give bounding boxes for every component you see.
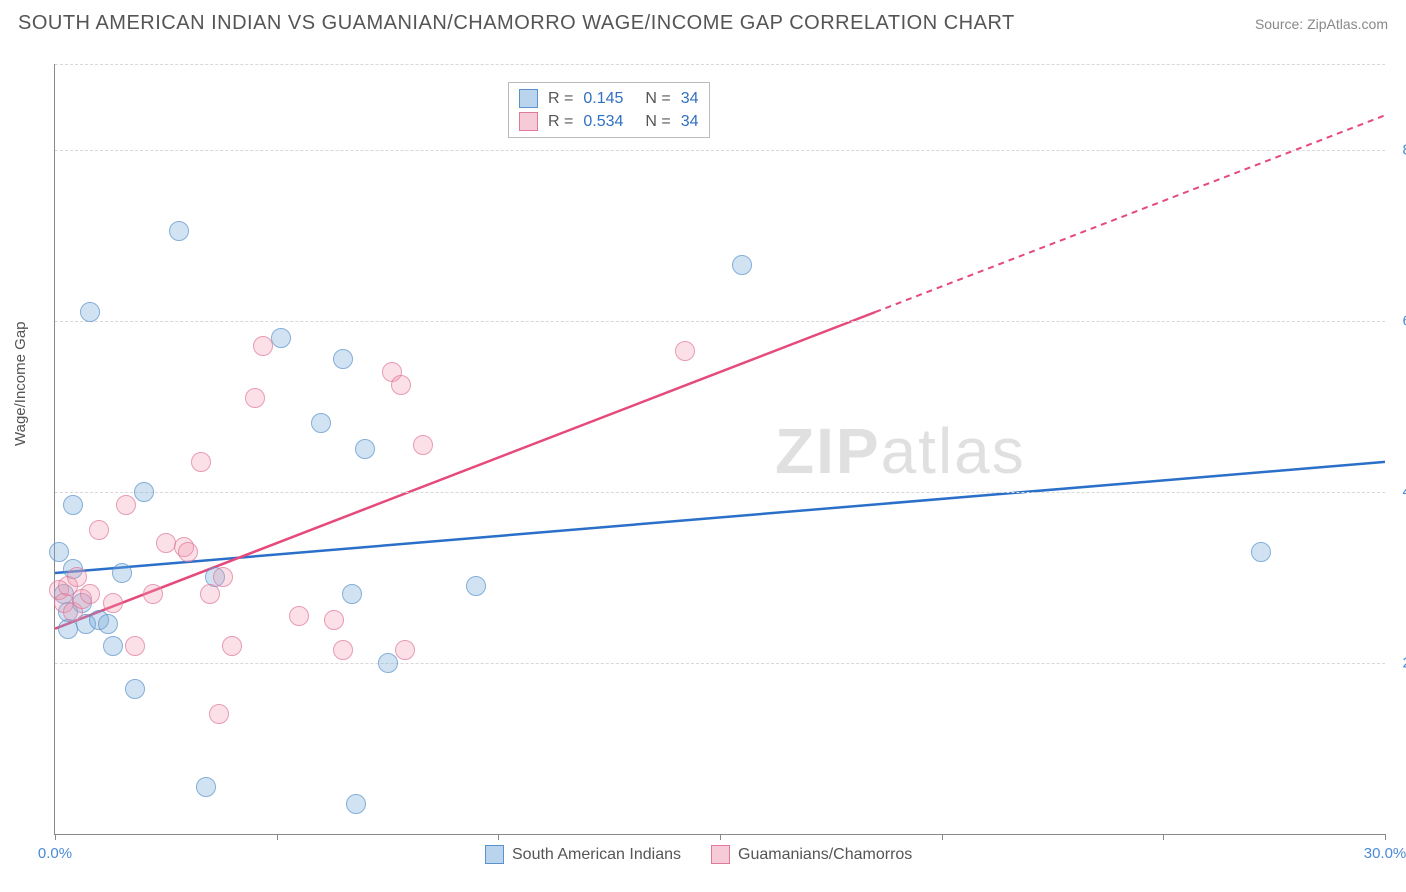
n-label: N =	[645, 113, 670, 131]
scatter-point	[333, 349, 353, 369]
x-tick-label: 0.0%	[38, 845, 72, 862]
regression-line	[55, 462, 1385, 573]
gridline-h	[55, 492, 1385, 493]
scatter-point	[732, 255, 752, 275]
swatch-blue	[519, 89, 538, 108]
scatter-point	[675, 341, 695, 361]
scatter-point	[378, 653, 398, 673]
scatter-point	[395, 640, 415, 660]
r-label: R =	[548, 113, 573, 131]
scatter-point	[209, 704, 229, 724]
scatter-point	[103, 636, 123, 656]
n-label: N =	[645, 90, 670, 108]
y-tick-label: 40.0%	[1390, 483, 1406, 500]
scatter-point	[311, 413, 331, 433]
watermark: ZIPatlas	[775, 414, 1026, 488]
x-tick	[1163, 834, 1164, 840]
swatch-blue	[485, 845, 504, 864]
scatter-point	[413, 435, 433, 455]
scatter-point	[67, 567, 87, 587]
scatter-point	[466, 576, 486, 596]
scatter-point	[191, 452, 211, 472]
corr-row-series-1: R = 0.534 N = 34	[519, 110, 699, 133]
gridline-h	[55, 663, 1385, 664]
gridline-h	[55, 150, 1385, 151]
gridline-h	[55, 64, 1385, 65]
scatter-point	[355, 439, 375, 459]
legend-bottom: South American Indians Guamanians/Chamor…	[485, 845, 912, 864]
x-tick	[942, 834, 943, 840]
scatter-point	[196, 777, 216, 797]
scatter-point	[89, 520, 109, 540]
source-attribution: Source: ZipAtlas.com	[1255, 16, 1388, 32]
scatter-point	[245, 388, 265, 408]
r-value-0: 0.145	[583, 90, 623, 108]
scatter-point	[213, 567, 233, 587]
scatter-point	[253, 336, 273, 356]
corr-row-series-0: R = 0.145 N = 34	[519, 87, 699, 110]
scatter-point	[98, 614, 118, 634]
r-label: R =	[548, 90, 573, 108]
y-tick-label: 60.0%	[1390, 312, 1406, 329]
scatter-point	[125, 679, 145, 699]
x-tick-label: 30.0%	[1364, 845, 1406, 862]
x-tick	[277, 834, 278, 840]
scatter-point	[222, 636, 242, 656]
scatter-point	[116, 495, 136, 515]
x-tick	[720, 834, 721, 840]
scatter-point	[156, 533, 176, 553]
x-tick	[1385, 834, 1386, 840]
r-value-1: 0.534	[583, 113, 623, 131]
legend-item-0: South American Indians	[485, 845, 681, 864]
scatter-point	[103, 593, 123, 613]
y-axis-label: Wage/Income Gap	[12, 321, 29, 446]
regression-line-dashed	[875, 115, 1385, 312]
plot-area: ZIPatlas R = 0.145 N = 34 R = 0.534 N = …	[54, 64, 1385, 835]
scatter-point	[200, 584, 220, 604]
x-tick	[498, 834, 499, 840]
y-tick-label: 80.0%	[1390, 141, 1406, 158]
scatter-point	[63, 495, 83, 515]
scatter-point	[346, 794, 366, 814]
scatter-point	[143, 584, 163, 604]
scatter-point	[342, 584, 362, 604]
scatter-point	[391, 375, 411, 395]
chart-container: Wage/Income Gap ZIPatlas R = 0.145 N = 3…	[0, 46, 1406, 892]
swatch-pink	[711, 845, 730, 864]
swatch-pink	[519, 112, 538, 131]
legend-label-1: Guamanians/Chamorros	[738, 846, 912, 864]
scatter-point	[134, 482, 154, 502]
regression-line	[55, 312, 875, 629]
scatter-point	[80, 584, 100, 604]
gridline-h	[55, 321, 1385, 322]
scatter-point	[80, 302, 100, 322]
legend-label-0: South American Indians	[512, 846, 681, 864]
regression-lines-layer	[55, 64, 1385, 834]
n-value-0: 34	[681, 90, 699, 108]
scatter-point	[125, 636, 145, 656]
chart-title: SOUTH AMERICAN INDIAN VS GUAMANIAN/CHAMO…	[18, 12, 1015, 35]
scatter-point	[1251, 542, 1271, 562]
scatter-point	[289, 606, 309, 626]
scatter-point	[333, 640, 353, 660]
scatter-point	[178, 542, 198, 562]
scatter-point	[49, 542, 69, 562]
n-value-1: 34	[681, 113, 699, 131]
scatter-point	[169, 221, 189, 241]
scatter-point	[112, 563, 132, 583]
legend-item-1: Guamanians/Chamorros	[711, 845, 912, 864]
scatter-point	[324, 610, 344, 630]
y-tick-label: 20.0%	[1390, 654, 1406, 671]
scatter-point	[271, 328, 291, 348]
correlation-legend: R = 0.145 N = 34 R = 0.534 N = 34	[508, 82, 710, 138]
x-tick	[55, 834, 56, 840]
